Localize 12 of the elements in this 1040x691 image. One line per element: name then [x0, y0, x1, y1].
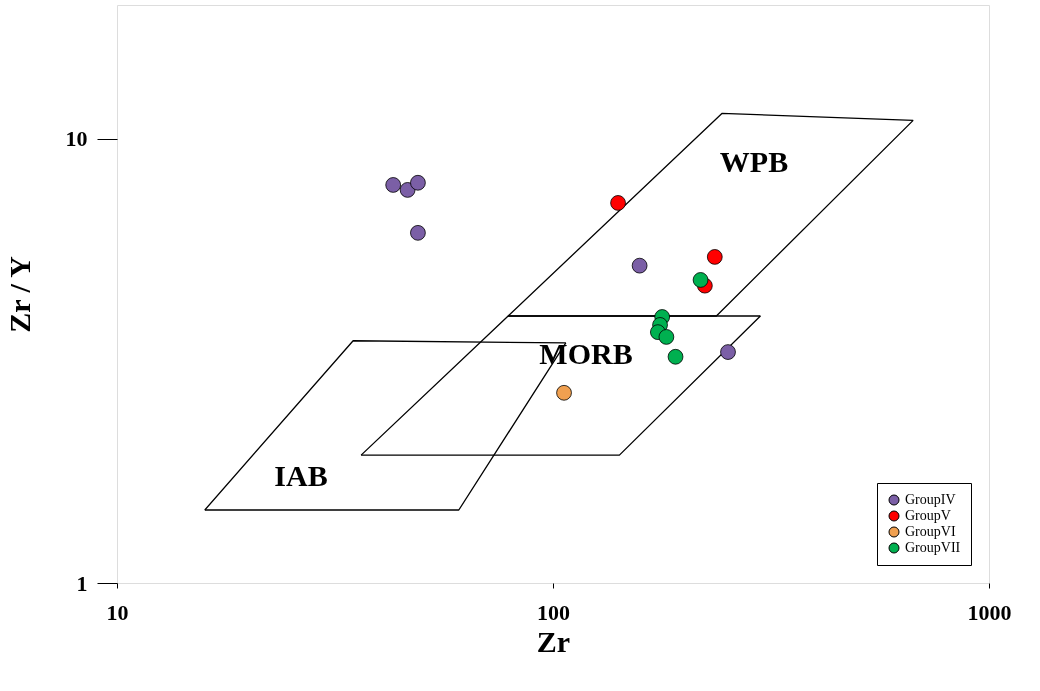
y-tick-label: 1 — [76, 570, 88, 596]
y-axis-title: Zr / Y — [2, 255, 36, 333]
x-tick-label: 10 — [106, 599, 129, 625]
legend-label: GroupVI — [905, 524, 956, 539]
legend-label: GroupVII — [905, 540, 961, 555]
legend-label: GroupV — [905, 508, 951, 523]
x-axis-title: Zr — [536, 624, 571, 658]
annotation: IAB — [274, 459, 328, 492]
x-tick-label: 100 — [537, 599, 570, 625]
legend-label: GroupIV — [905, 492, 956, 507]
x-tick-label: 1000 — [967, 599, 1012, 625]
annotation: WPB — [719, 145, 789, 178]
